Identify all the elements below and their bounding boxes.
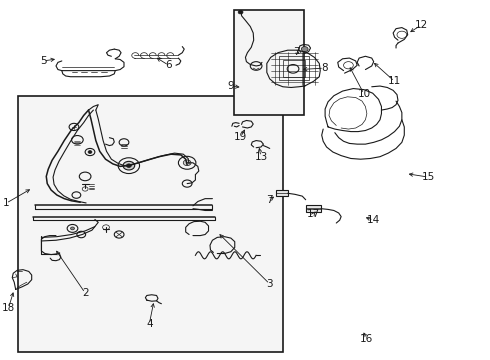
Bar (306, 205, 321, 212)
Text: 13: 13 (254, 152, 268, 162)
Text: 5: 5 (40, 56, 47, 66)
Text: 7: 7 (267, 195, 273, 205)
Text: 1: 1 (2, 198, 9, 208)
Circle shape (126, 164, 131, 167)
Text: 4: 4 (146, 319, 152, 329)
Text: 9: 9 (227, 81, 234, 91)
Text: 6: 6 (166, 60, 172, 70)
Text: 15: 15 (422, 172, 435, 182)
Text: 18: 18 (2, 303, 15, 314)
Circle shape (71, 227, 74, 230)
Text: 16: 16 (360, 333, 373, 343)
Text: 19: 19 (234, 132, 247, 142)
Circle shape (301, 46, 308, 51)
Text: 11: 11 (388, 76, 401, 86)
Bar (234, 10, 304, 116)
Text: 8: 8 (321, 63, 327, 73)
Bar (279, 56, 309, 80)
Circle shape (88, 150, 92, 153)
Text: 7: 7 (293, 46, 299, 57)
Bar (18, 96, 283, 352)
Circle shape (238, 10, 243, 14)
Circle shape (183, 160, 191, 166)
Circle shape (123, 161, 135, 170)
Text: 2: 2 (82, 288, 89, 298)
Bar (283, 59, 305, 77)
Text: 14: 14 (367, 215, 380, 225)
Text: 17: 17 (307, 209, 320, 219)
Text: 12: 12 (415, 20, 428, 30)
Text: 10: 10 (357, 89, 370, 99)
Text: 3: 3 (267, 279, 273, 289)
Bar (275, 190, 288, 196)
